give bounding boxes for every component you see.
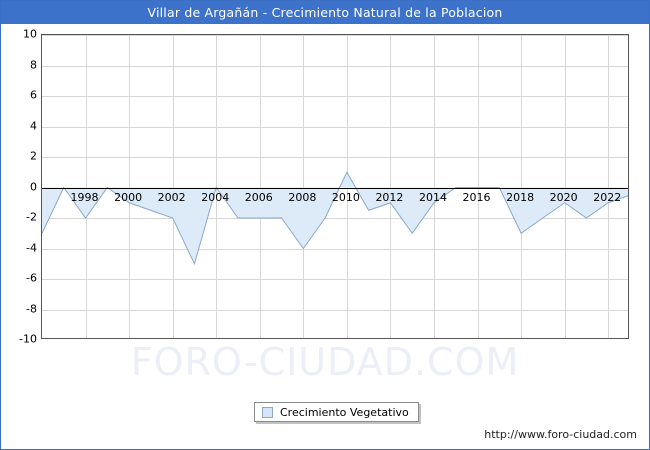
y-axis-tick-label: 6 bbox=[30, 88, 37, 102]
gridline-vertical bbox=[521, 35, 523, 338]
legend-label: Crecimiento Vegetativo bbox=[280, 405, 409, 419]
y-axis-tick-label: 4 bbox=[30, 119, 37, 132]
page-title: Villar de Argañán - Crecimiento Natural … bbox=[147, 5, 503, 20]
gridline-vertical bbox=[259, 35, 261, 338]
y-axis-tick-label: 8 bbox=[30, 58, 37, 71]
gridline-vertical bbox=[172, 35, 174, 338]
y-axis-tick-label: -4 bbox=[26, 241, 37, 254]
gridline-vertical bbox=[608, 35, 610, 338]
y-axis: 10 8 6 4 2 0 -2 -4 -6 -8 -10 bbox=[1, 28, 37, 346]
chart-canvas: 10 8 6 4 2 0 -2 -4 -6 -8 -10 1998 2000 2002 2004 2006 2… bbox=[1, 24, 649, 426]
gridline-horizontal bbox=[42, 218, 628, 219]
y-axis-tick-label: -10 bbox=[19, 332, 37, 346]
zero-axis-line bbox=[42, 187, 628, 189]
gridline-horizontal bbox=[42, 279, 628, 280]
gridline-horizontal bbox=[42, 96, 628, 97]
gridline-vertical bbox=[303, 35, 305, 338]
y-axis-tick-label: -2 bbox=[26, 210, 37, 224]
gridline-vertical bbox=[434, 35, 435, 338]
y-axis-tick-label: 2 bbox=[30, 149, 37, 163]
gridline-horizontal bbox=[42, 157, 628, 158]
gridline-horizontal bbox=[42, 126, 628, 128]
watermark: FORO-CIUDAD.COM bbox=[130, 340, 520, 384]
window-title-bar: Villar de Argañán - Crecimiento Natural … bbox=[1, 1, 649, 24]
gridline-horizontal bbox=[42, 35, 628, 36]
gridline-vertical bbox=[477, 35, 479, 338]
gridline-vertical bbox=[390, 35, 392, 338]
y-axis-tick-label: -8 bbox=[26, 302, 37, 315]
gridline-vertical bbox=[129, 35, 131, 338]
source-url[interactable]: http://www.foro-ciudad.com bbox=[484, 428, 637, 441]
gridline-vertical bbox=[564, 35, 566, 338]
gridline-horizontal bbox=[42, 65, 628, 67]
gridline-horizontal bbox=[42, 309, 628, 311]
y-axis-tick-label: 0 bbox=[30, 180, 37, 193]
y-axis-tick-label: 10 bbox=[23, 27, 37, 41]
y-axis-tick-label: -6 bbox=[26, 271, 37, 285]
footer: http://www.foro-ciudad.com bbox=[1, 425, 649, 449]
gridline-vertical bbox=[216, 35, 218, 338]
series-crecimiento-vegetativo bbox=[42, 171, 628, 266]
legend-swatch-icon bbox=[262, 406, 273, 418]
gridline-vertical bbox=[85, 35, 87, 338]
chart-legend[interactable]: Crecimiento Vegetativo bbox=[254, 402, 419, 422]
plot-frame bbox=[41, 34, 629, 339]
gridline-horizontal bbox=[42, 248, 628, 250]
